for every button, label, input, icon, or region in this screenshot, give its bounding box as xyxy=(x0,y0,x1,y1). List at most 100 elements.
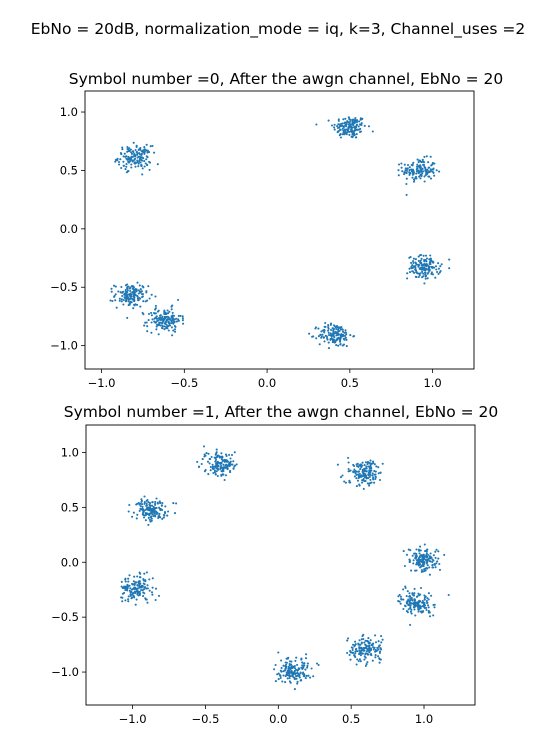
scatter-point xyxy=(126,285,129,289)
scatter-point xyxy=(434,265,438,268)
scatter-point xyxy=(129,286,132,289)
scatter-point xyxy=(209,469,212,472)
scatter-point xyxy=(338,128,342,131)
scatter-point xyxy=(431,560,434,564)
scatter-point xyxy=(124,580,127,583)
scatter-point xyxy=(425,554,428,557)
scatter-point xyxy=(124,168,127,171)
scatter-point xyxy=(219,467,223,470)
scatter-point xyxy=(378,478,382,482)
scatter-point xyxy=(413,608,416,611)
scatter-point xyxy=(436,270,439,274)
y-tick-label: 0.0 xyxy=(60,222,78,236)
subplot-1: Symbol number =1, After the awgn channel… xyxy=(51,403,498,726)
scatter-point xyxy=(142,151,145,154)
scatter-point xyxy=(131,515,134,518)
scatter-point xyxy=(110,290,113,293)
scatter-point xyxy=(363,655,366,658)
scatter-point xyxy=(235,463,238,466)
scatter-point xyxy=(423,260,426,263)
scatter-point xyxy=(116,157,119,160)
scatter-point xyxy=(333,128,336,131)
scatter-point xyxy=(134,155,137,158)
scatter-point xyxy=(141,167,144,170)
scatter-point xyxy=(402,598,405,601)
scatter-point xyxy=(332,329,335,332)
scatter-point xyxy=(304,668,307,671)
scatter-point xyxy=(399,602,402,605)
scatter-point xyxy=(363,649,366,652)
scatter-point xyxy=(126,296,129,299)
scatter-point xyxy=(422,570,425,573)
scatter-point xyxy=(435,548,438,551)
scatter-point xyxy=(302,662,305,665)
scatter-point xyxy=(215,448,218,451)
scatter-point xyxy=(289,681,292,684)
scatter-point xyxy=(427,264,430,268)
scatter-point xyxy=(425,257,429,260)
scatter-point xyxy=(400,166,403,169)
scatter-point xyxy=(380,641,383,644)
scatter-point xyxy=(135,288,138,291)
scatter-point xyxy=(423,266,426,269)
scatter-point xyxy=(291,675,294,678)
scatter-point xyxy=(222,467,225,470)
scatter-point xyxy=(410,569,413,572)
scatter-point xyxy=(143,502,146,505)
scatter-point xyxy=(154,500,157,503)
scatter-point xyxy=(123,152,126,155)
scatter-point xyxy=(377,472,380,475)
scatter-point xyxy=(159,316,162,319)
scatter-point xyxy=(346,651,349,655)
scatter-point xyxy=(374,477,377,480)
scatter-point xyxy=(304,657,308,660)
scatter-point xyxy=(141,173,144,176)
scatter-point xyxy=(121,146,124,149)
scatter-point xyxy=(127,580,130,583)
scatter-point xyxy=(147,319,150,322)
scatter-point xyxy=(348,125,351,128)
scatter-point xyxy=(148,168,151,171)
scatter-point xyxy=(416,272,419,275)
scatter-point xyxy=(410,608,413,611)
scatter-point xyxy=(142,516,146,519)
scatter-point xyxy=(301,664,304,667)
scatter-point xyxy=(357,642,360,645)
scatter-point xyxy=(149,520,152,523)
scatter-point xyxy=(353,133,356,136)
scatter-point xyxy=(435,268,438,271)
scatter-point xyxy=(424,269,427,272)
scatter-point xyxy=(159,324,162,327)
scatter-point xyxy=(425,155,428,158)
scatter-point xyxy=(218,461,221,465)
scatter-point xyxy=(131,150,135,153)
scatter-point xyxy=(354,125,357,128)
scatter-point xyxy=(412,180,416,183)
scatter-point xyxy=(336,125,339,128)
scatter-point xyxy=(137,165,140,168)
scatter-point xyxy=(414,262,417,265)
scatter-point xyxy=(342,118,345,121)
scatter-point xyxy=(412,601,415,604)
scatter-point xyxy=(136,592,139,595)
scatter-point xyxy=(296,669,299,672)
scatter-point xyxy=(405,610,408,613)
scatter-point xyxy=(168,324,172,327)
scatter-point xyxy=(417,561,420,564)
scatter-point xyxy=(136,303,139,306)
y-tick-label: −1.0 xyxy=(50,339,78,353)
scatter-point xyxy=(425,606,428,609)
scatter-point xyxy=(125,298,128,301)
scatter-point xyxy=(136,513,139,516)
scatter-point xyxy=(361,481,364,484)
scatter-point xyxy=(152,514,155,517)
scatter-point xyxy=(294,659,297,662)
scatter-point xyxy=(134,603,137,606)
scatter-point xyxy=(360,652,363,655)
scatter-point xyxy=(125,291,129,294)
scatter-point xyxy=(128,147,131,150)
scatter-point xyxy=(419,549,422,552)
scatter-point xyxy=(170,316,173,319)
scatter-point xyxy=(364,664,367,667)
scatter-point xyxy=(305,674,308,677)
